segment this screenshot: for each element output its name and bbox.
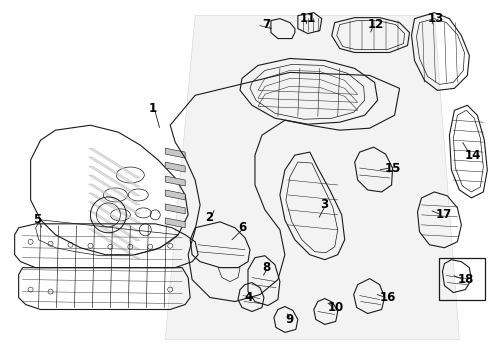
Polygon shape xyxy=(165,218,185,228)
Text: 7: 7 xyxy=(262,18,269,31)
Polygon shape xyxy=(88,220,140,250)
Polygon shape xyxy=(165,204,185,214)
Text: 9: 9 xyxy=(285,313,292,326)
Text: 18: 18 xyxy=(456,273,473,286)
Polygon shape xyxy=(88,193,140,223)
Polygon shape xyxy=(165,176,185,186)
Text: 14: 14 xyxy=(464,149,480,162)
Text: 11: 11 xyxy=(299,12,315,25)
Text: 5: 5 xyxy=(33,213,41,226)
Text: 1: 1 xyxy=(148,102,156,115)
Text: 13: 13 xyxy=(427,12,443,25)
Text: 6: 6 xyxy=(238,221,246,234)
Polygon shape xyxy=(165,15,458,339)
Text: 16: 16 xyxy=(379,291,395,304)
Text: 2: 2 xyxy=(204,211,213,224)
Text: 3: 3 xyxy=(319,198,327,211)
Text: 10: 10 xyxy=(327,301,344,314)
Text: 4: 4 xyxy=(244,291,252,304)
Text: 15: 15 xyxy=(384,162,400,175)
Text: 17: 17 xyxy=(435,208,451,221)
Bar xyxy=(439,258,484,300)
Polygon shape xyxy=(88,229,140,259)
Polygon shape xyxy=(165,162,185,172)
Polygon shape xyxy=(165,148,185,158)
Polygon shape xyxy=(88,184,140,214)
Polygon shape xyxy=(88,202,140,232)
Text: 12: 12 xyxy=(367,18,383,31)
Text: 8: 8 xyxy=(262,261,270,274)
Polygon shape xyxy=(88,211,140,241)
Polygon shape xyxy=(88,166,140,196)
Polygon shape xyxy=(165,190,185,200)
Polygon shape xyxy=(88,148,140,178)
Polygon shape xyxy=(88,175,140,205)
Polygon shape xyxy=(88,157,140,187)
